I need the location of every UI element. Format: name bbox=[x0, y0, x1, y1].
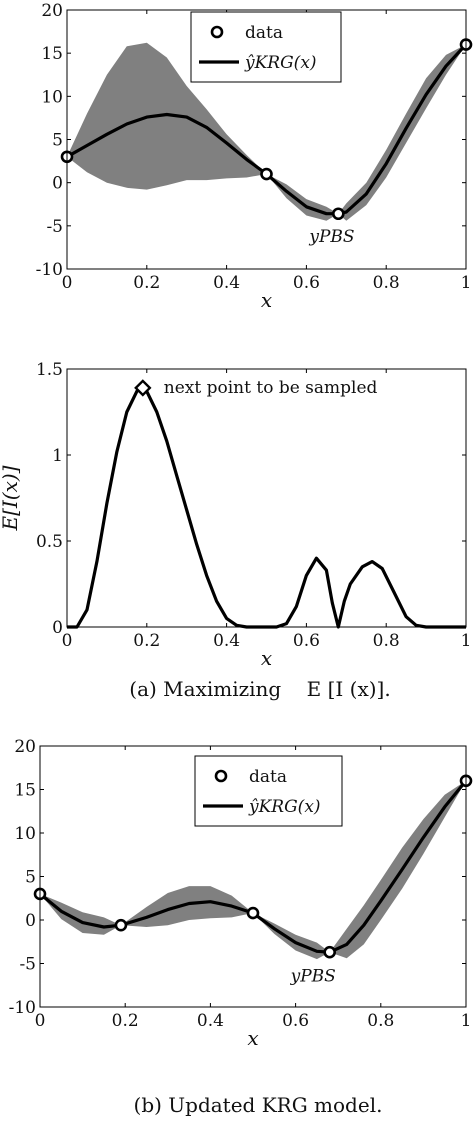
y-tick-label: 0 bbox=[52, 174, 63, 194]
x-tick-label: 0.2 bbox=[133, 631, 160, 651]
series-lines bbox=[66, 43, 468, 216]
y-tick-label: -5 bbox=[46, 217, 63, 237]
confidence-band-area bbox=[67, 42, 466, 221]
legend: data ŷKRG(x) bbox=[190, 11, 342, 83]
tick-labels: 0 0.2 0.4 0.6 0.8 1 0 0.5 1 1.5 bbox=[36, 360, 471, 651]
data-markers bbox=[134, 379, 152, 397]
x-tick-label: 0.8 bbox=[373, 273, 400, 293]
y-tick-label: 0.5 bbox=[36, 532, 63, 552]
x-axis-label: x bbox=[261, 646, 272, 670]
legend-box bbox=[190, 11, 342, 83]
x-tick-label: 0.6 bbox=[282, 1011, 309, 1031]
confidence-band bbox=[67, 42, 466, 221]
x-tick-label: 0.8 bbox=[367, 1011, 394, 1031]
legend-label-krg: ŷKRG(x) bbox=[244, 53, 317, 73]
y-tick-label: 20 bbox=[41, 1, 63, 21]
x-axis-label: x bbox=[261, 288, 272, 312]
legend-marker-icon bbox=[210, 25, 224, 39]
x-tick-label: 0.6 bbox=[293, 631, 320, 651]
y-tick-label: 10 bbox=[14, 824, 36, 844]
y-tick-label: 10 bbox=[41, 87, 63, 107]
y-tick-label: -10 bbox=[36, 260, 63, 280]
y-tick-label: 5 bbox=[52, 131, 63, 151]
annotation-ypbs: yPBS bbox=[308, 227, 354, 247]
y-tick-label: 0 bbox=[52, 618, 63, 638]
series-lines bbox=[38, 779, 468, 954]
series-line bbox=[66, 43, 468, 216]
series-line bbox=[67, 386, 466, 629]
plot-frame bbox=[66, 368, 467, 628]
legend-label-krg: ŷKRG(x) bbox=[248, 797, 321, 817]
x-axis-label: x bbox=[247, 1026, 258, 1050]
data-point bbox=[114, 918, 128, 932]
y-tick-label: 15 bbox=[14, 781, 36, 801]
confidence-band bbox=[40, 780, 466, 960]
y-tick-label: 0 bbox=[25, 911, 36, 931]
caption-a: (a) Maximizing E [I (x)]. bbox=[129, 677, 390, 701]
caption-b: (b) Updated KRG model. bbox=[134, 1093, 383, 1117]
x-tick-label: 0 bbox=[62, 631, 73, 651]
legend-box bbox=[194, 755, 343, 827]
legend: data ŷKRG(x) bbox=[194, 755, 343, 827]
top-kriging-plot: 0 0.2 0.4 0.6 0.8 1 -10 -5 0 5 10 15 20 x data ŷKRG(x… bbox=[36, 1, 473, 312]
data-point bbox=[323, 945, 336, 959]
y-tick-label: 20 bbox=[14, 737, 36, 757]
x-tick-label: 0.4 bbox=[213, 273, 240, 293]
y-tick-label: 5 bbox=[25, 868, 36, 888]
data-point bbox=[246, 906, 260, 920]
x-tick-label: 0.6 bbox=[293, 273, 320, 293]
y-tick-label: 1 bbox=[52, 446, 63, 466]
y-tick-label: 1.5 bbox=[36, 360, 63, 380]
x-tick-label: 0.4 bbox=[213, 631, 240, 651]
data-point bbox=[260, 167, 273, 181]
x-tick-label: 0.4 bbox=[197, 1011, 224, 1031]
expected-improvement-plot: 0 0.2 0.4 0.6 0.8 1 0 0.5 1 1.5 x E[I(x)] next po… bbox=[0, 360, 471, 670]
x-tick-label: 1 bbox=[461, 631, 472, 651]
x-tick-label: 0 bbox=[35, 1011, 46, 1031]
legend-label-data: data bbox=[245, 23, 283, 43]
next-point-marker bbox=[134, 379, 152, 397]
x-tick-label: 0 bbox=[62, 273, 73, 293]
legend-marker-icon bbox=[214, 769, 228, 783]
x-tick-label: 0.8 bbox=[373, 631, 400, 651]
y-tick-label: 15 bbox=[41, 44, 63, 64]
x-tick-label: 0.2 bbox=[133, 273, 160, 293]
confidence-band-area bbox=[40, 780, 466, 960]
legend-label-data: data bbox=[249, 767, 287, 787]
x-tick-label: 1 bbox=[461, 273, 472, 293]
data-markers bbox=[33, 774, 473, 959]
annotation-ypbs: yPBS bbox=[290, 967, 336, 987]
data-point bbox=[332, 207, 345, 221]
series-line bbox=[38, 779, 468, 954]
y-tick-label: -5 bbox=[19, 955, 36, 975]
x-tick-label: 0.2 bbox=[112, 1011, 139, 1031]
annotation-next-point: next point to be sampled bbox=[164, 378, 378, 398]
x-tick-label: 1 bbox=[461, 1011, 472, 1031]
tick-labels: 0 0.2 0.4 0.6 0.8 1 -10 -5 0 5 10 15 20 bbox=[9, 737, 472, 1031]
y-axis-label: E[I(x)] bbox=[0, 465, 22, 531]
y-tick-label: -10 bbox=[9, 998, 36, 1018]
bottom-kriging-plot: 0 0.2 0.4 0.6 0.8 1 -10 -5 0 5 10 15 20 x data ŷKRG(x… bbox=[9, 737, 473, 1050]
series-lines bbox=[67, 386, 466, 629]
